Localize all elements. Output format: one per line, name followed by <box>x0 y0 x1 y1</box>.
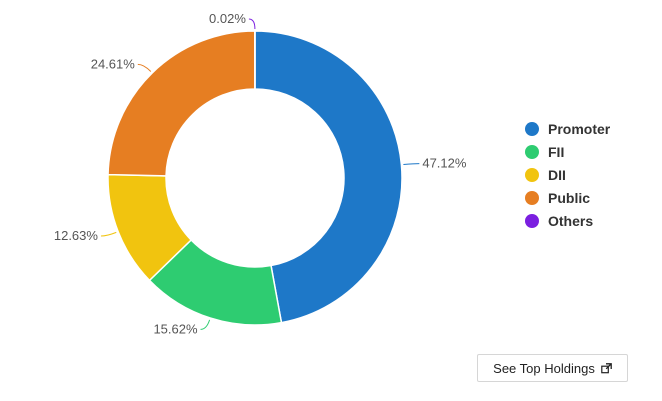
data-label-others: 0.02% <box>209 11 246 26</box>
leader-line-public <box>137 63 152 72</box>
legend-label-public: Public <box>548 190 591 206</box>
legend-item-others[interactable]: Others <box>525 212 610 230</box>
chart-legend: Promoter FII DII Public Others <box>525 120 610 230</box>
legend-item-promoter[interactable]: Promoter <box>525 120 610 138</box>
legend-label-others: Others <box>548 213 594 229</box>
leader-line-fii <box>200 319 211 330</box>
legend-marker-fii <box>525 145 539 159</box>
data-label-promoter: 47.12% <box>422 156 467 171</box>
donut-slice-public[interactable] <box>107 30 256 177</box>
see-top-holdings-button[interactable]: See Top Holdings <box>477 354 628 382</box>
leader-line-dii <box>100 231 117 237</box>
leader-line-promoter <box>403 163 420 166</box>
legend-marker-promoter <box>525 122 539 136</box>
legend-label-dii: DII <box>548 167 566 183</box>
external-link-icon <box>601 362 612 374</box>
data-label-dii: 12.63% <box>54 228 99 243</box>
legend-item-dii[interactable]: DII <box>525 166 610 184</box>
legend-marker-others <box>525 214 539 228</box>
leader-line-others <box>248 18 256 30</box>
legend-label-fii: FII <box>548 144 565 160</box>
legend-label-promoter: Promoter <box>548 121 611 137</box>
data-label-fii: 15.62% <box>153 321 198 336</box>
legend-marker-public <box>525 191 539 205</box>
see-top-holdings-label: See Top Holdings <box>493 360 595 376</box>
donut-slice-promoter[interactable] <box>254 30 403 324</box>
data-label-public: 24.61% <box>91 56 136 71</box>
legend-item-public[interactable]: Public <box>525 189 610 207</box>
legend-marker-dii <box>525 168 539 182</box>
legend-item-fii[interactable]: FII <box>525 143 610 161</box>
